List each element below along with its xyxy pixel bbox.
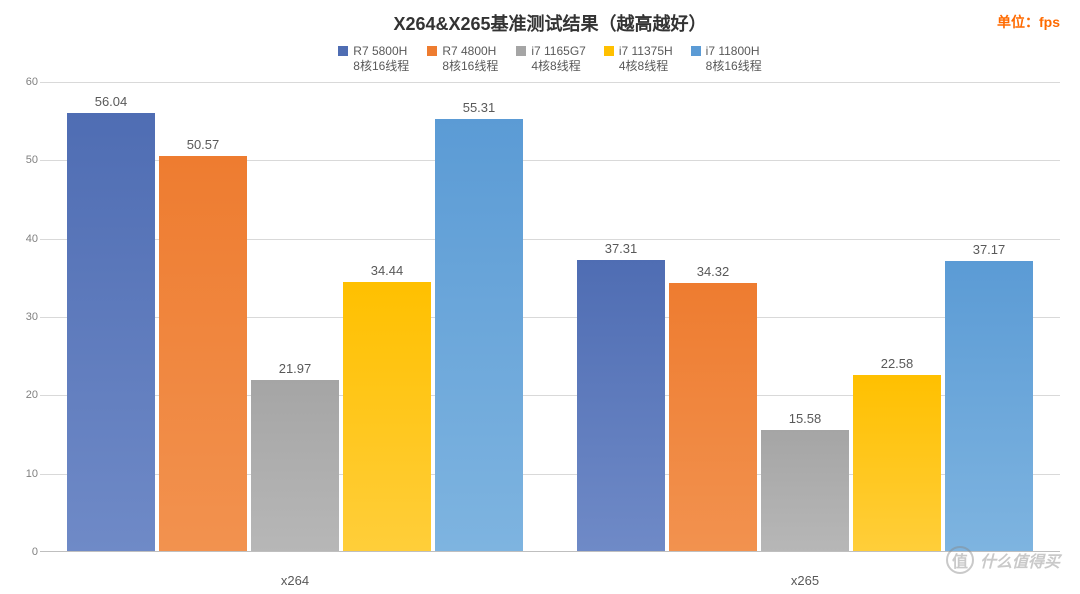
bar-wrap: 15.58 — [761, 82, 849, 552]
legend-series-sub: 4核8线程 — [531, 59, 586, 74]
legend-item: R7 5800H8核16线程 — [338, 44, 409, 74]
bar — [945, 261, 1033, 552]
y-tick-label: 10 — [10, 468, 38, 480]
y-tick-label: 0 — [10, 546, 38, 558]
bar — [251, 380, 339, 552]
baseline — [40, 551, 1060, 552]
bar-value-label: 34.32 — [697, 264, 730, 279]
x-axis-label: x265 — [550, 573, 1060, 588]
legend-swatch — [338, 46, 348, 56]
bar-wrap: 34.44 — [343, 82, 431, 552]
bar-value-label: 37.31 — [605, 241, 638, 256]
chart-title: X264&X265基准测试结果（越高越好） — [393, 14, 706, 34]
legend-item: i7 11375H4核8线程 — [604, 44, 673, 74]
bar-value-label: 22.58 — [881, 356, 914, 371]
plot-area: 0102030405060 56.0450.5721.9734.4455.313… — [40, 82, 1060, 552]
bar-wrap: 22.58 — [853, 82, 941, 552]
bar-wrap: 21.97 — [251, 82, 339, 552]
y-axis: 0102030405060 — [10, 82, 38, 552]
legend-item: i7 11800H8核16线程 — [691, 44, 762, 74]
unit-label: 单位：fps — [997, 12, 1060, 32]
legend-series-name: R7 5800H — [353, 44, 409, 59]
legend-text: R7 5800H8核16线程 — [353, 44, 409, 74]
legend-swatch — [604, 46, 614, 56]
legend-swatch — [691, 46, 701, 56]
bar-wrap: 55.31 — [435, 82, 523, 552]
legend: R7 5800H8核16线程R7 4800H8核16线程i7 1165G74核8… — [40, 44, 1060, 74]
bar — [669, 283, 757, 552]
legend-series-sub: 8核16线程 — [706, 59, 762, 74]
bar-wrap: 37.31 — [577, 82, 665, 552]
bar-value-label: 55.31 — [463, 100, 496, 115]
y-tick-label: 30 — [10, 311, 38, 323]
bar-value-label: 21.97 — [279, 361, 312, 376]
bar-wrap: 56.04 — [67, 82, 155, 552]
bar-wrap: 37.17 — [945, 82, 1033, 552]
bar — [343, 282, 431, 552]
bar-wrap: 50.57 — [159, 82, 247, 552]
bar — [761, 430, 849, 552]
bar-value-label: 15.58 — [789, 411, 822, 426]
legend-item: R7 4800H8核16线程 — [427, 44, 498, 74]
chart-container: X264&X265基准测试结果（越高越好） 单位：fps R7 5800H8核1… — [0, 0, 1080, 594]
legend-text: i7 1165G74核8线程 — [531, 44, 586, 74]
bar-wrap: 34.32 — [669, 82, 757, 552]
legend-series-name: i7 11375H — [619, 44, 673, 59]
bar — [435, 119, 523, 552]
bar-group: 37.31 34.32 15.58 22.58 37.17 — [550, 82, 1060, 552]
bar-value-label: 50.57 — [187, 137, 220, 152]
x-axis-label: x264 — [40, 573, 550, 588]
bar-value-label: 37.17 — [973, 242, 1006, 257]
legend-series-name: i7 11800H — [706, 44, 762, 59]
title-row: X264&X265基准测试结果（越高越好） 单位：fps — [40, 10, 1060, 38]
legend-text: R7 4800H8核16线程 — [442, 44, 498, 74]
legend-swatch — [516, 46, 526, 56]
legend-text: i7 11375H4核8线程 — [619, 44, 673, 74]
bar-groups: 56.04 50.57 21.97 34.44 55.31 37.31 34.32 15.58… — [40, 82, 1060, 552]
bar-value-label: 34.44 — [371, 263, 404, 278]
bar — [853, 375, 941, 552]
legend-series-sub: 4核8线程 — [619, 59, 673, 74]
bar-value-label: 56.04 — [95, 94, 128, 109]
legend-swatch — [427, 46, 437, 56]
legend-series-name: R7 4800H — [442, 44, 498, 59]
legend-series-name: i7 1165G7 — [531, 44, 586, 59]
legend-series-sub: 8核16线程 — [442, 59, 498, 74]
y-tick-label: 20 — [10, 389, 38, 401]
bar — [159, 156, 247, 552]
bar — [577, 260, 665, 552]
bar-group: 56.04 50.57 21.97 34.44 55.31 — [40, 82, 550, 552]
legend-item: i7 1165G74核8线程 — [516, 44, 586, 74]
bar — [67, 113, 155, 552]
y-tick-label: 40 — [10, 233, 38, 245]
x-axis-labels: x264x265 — [40, 573, 1060, 588]
legend-series-sub: 8核16线程 — [353, 59, 409, 74]
y-tick-label: 50 — [10, 154, 38, 166]
legend-text: i7 11800H8核16线程 — [706, 44, 762, 74]
y-tick-label: 60 — [10, 76, 38, 88]
